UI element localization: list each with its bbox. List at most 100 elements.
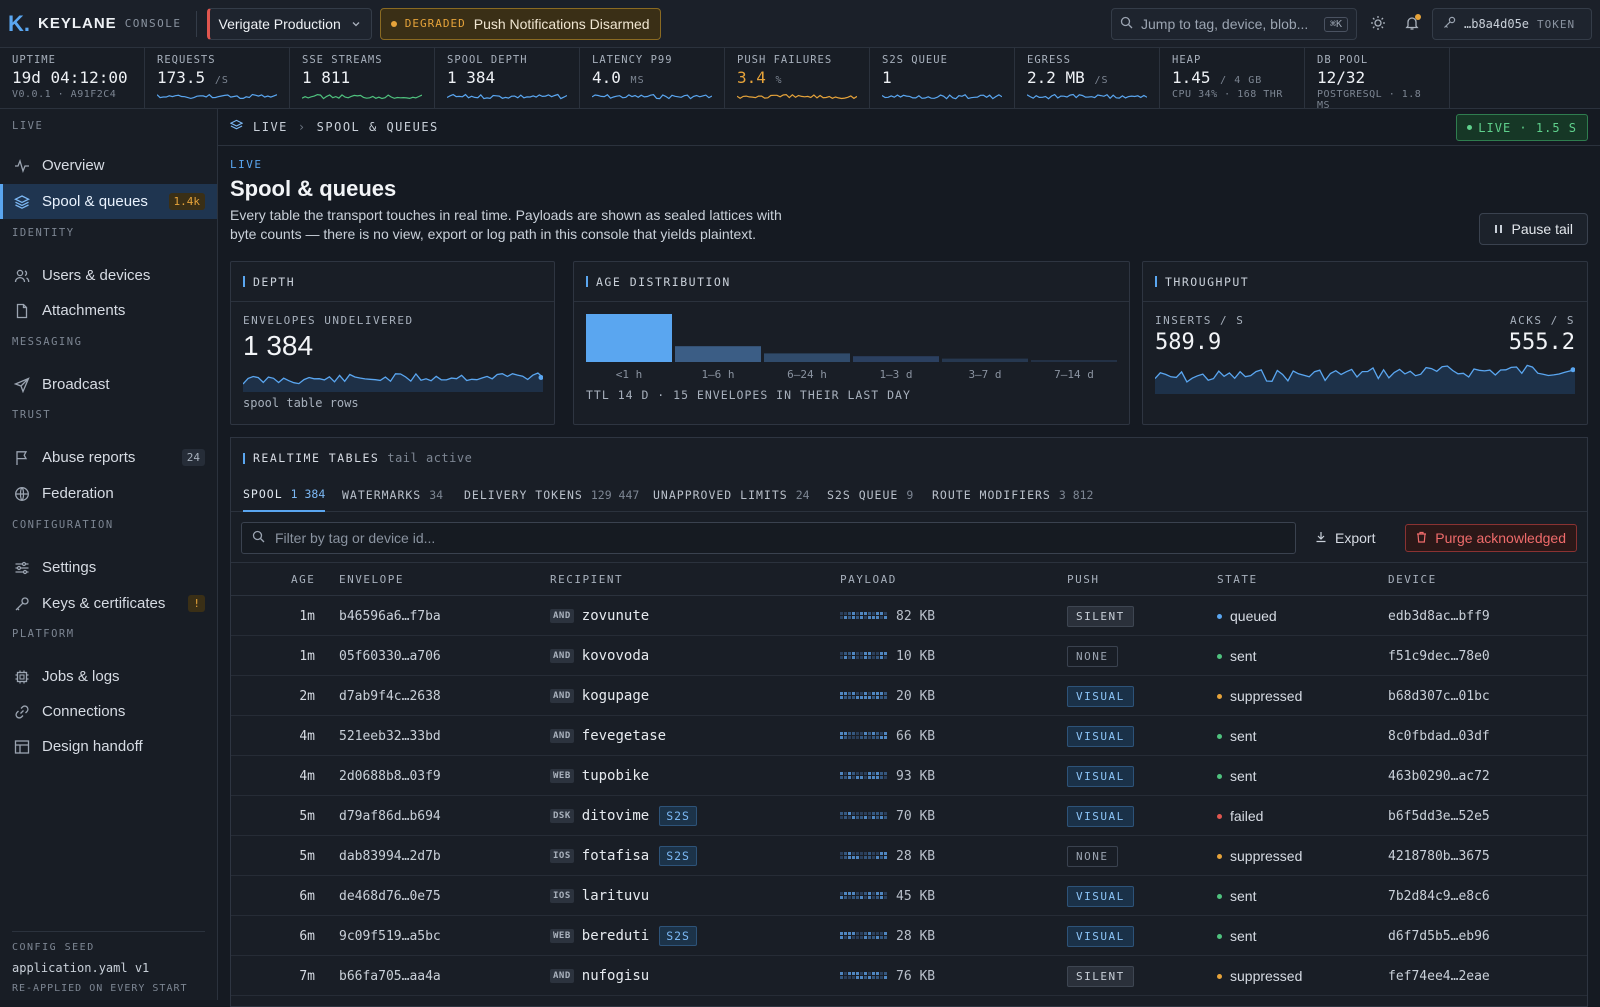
cell-envelope[interactable]: b46596a6…f7ba: [339, 608, 441, 624]
tab-route-modifiers[interactable]: ROUTE MODIFIERS 3 812: [932, 478, 1093, 512]
metric-8[interactable]: HEAP 1.45 / 4 GB CPU 34% · 168 THR: [1160, 48, 1305, 108]
sidebar-item-design-handoff[interactable]: Design handoff: [0, 729, 217, 764]
column-header-age[interactable]: AGE: [291, 573, 316, 586]
column-header-envelope[interactable]: ENVELOPE: [339, 573, 404, 586]
cell-device[interactable]: f51c9dec…78e0: [1388, 648, 1490, 664]
filter-input[interactable]: [275, 530, 1175, 546]
tab-delivery-tokens[interactable]: DELIVERY TOKENS 129 447: [464, 478, 639, 512]
app-logo[interactable]: K. KEYLANE CONSOLE: [0, 11, 182, 37]
cell-envelope[interactable]: d79af86d…b694: [339, 808, 441, 824]
table-filter[interactable]: [241, 522, 1296, 554]
tab-unapproved-limits[interactable]: UNAPPROVED LIMITS 24: [653, 478, 810, 512]
metric-3[interactable]: SPOOL DEPTH 1 384: [435, 48, 580, 108]
sidebar-item-abuse-reports[interactable]: Abuse reports 24: [0, 440, 217, 475]
cell-recipient[interactable]: AND kovovoda: [550, 636, 649, 676]
table-row[interactable]: 4m 2d0688b8…03f9 WEB tupobike 93 KB VISUAL sen…: [231, 756, 1587, 796]
sidebar-item-overview[interactable]: Overview: [0, 148, 217, 183]
push-badge: VISUAL: [1067, 805, 1134, 827]
sidebar-item-attachments[interactable]: Attachments: [0, 293, 217, 328]
sidebar-item-users-devices[interactable]: Users & devices: [0, 258, 217, 293]
age-bar-4[interactable]: [942, 358, 1028, 362]
cell-envelope[interactable]: dab83994…2d7b: [339, 848, 441, 864]
column-header-device[interactable]: DEVICE: [1388, 573, 1437, 586]
metric-0[interactable]: UPTIME 19d 04:12:00 V0.0.1 · A91F2C4: [0, 48, 145, 108]
cell-device[interactable]: b68d307c…01bc: [1388, 688, 1490, 704]
sidebar: CONFIG SEED application.yaml v1 RE-APPLI…: [0, 109, 218, 1000]
cell-device[interactable]: d6f7d5b5…eb96: [1388, 928, 1490, 944]
cell-device[interactable]: 463b0290…ac72: [1388, 768, 1490, 784]
cell-envelope[interactable]: 521eeb32…33bd: [339, 728, 441, 744]
cell-recipient[interactable]: AND kogupage: [550, 676, 649, 716]
sidebar-item-label: Jobs & logs: [42, 668, 120, 685]
tab-spool[interactable]: SPOOL 1 384: [243, 478, 326, 512]
cell-device[interactable]: 7b2d84c9…e8c6: [1388, 888, 1490, 904]
cell-recipient[interactable]: WEB tupobike: [550, 756, 649, 796]
environment-select[interactable]: Verigate Production: [206, 7, 372, 40]
cell-envelope[interactable]: d7ab9f4c…2638: [339, 688, 441, 704]
status-banner[interactable]: DEGRADED Push Notifications Disarmed: [379, 7, 661, 40]
cell-recipient[interactable]: IOS larituvu: [550, 876, 649, 916]
cell-recipient[interactable]: AND nufogisu: [550, 956, 649, 996]
metric-2[interactable]: SSE STREAMS 1 811: [290, 48, 435, 108]
theme-toggle-button[interactable]: [1366, 12, 1390, 36]
sidebar-item-federation[interactable]: Federation: [0, 476, 217, 511]
age-bar-0[interactable]: [586, 314, 672, 362]
breadcrumb-item-live[interactable]: LIVE: [253, 120, 288, 134]
cell-envelope[interactable]: de468d76…0e75: [339, 888, 441, 904]
table-row[interactable]: 5m dab83994…2d7b IOS fotafisa S2S 28 KB NONE su…: [231, 836, 1587, 876]
metric-5[interactable]: PUSH FAILURES 3.4 %: [725, 48, 870, 108]
cell-envelope[interactable]: 05f60330…a706: [339, 648, 441, 664]
cell-device[interactable]: b6f5dd3e…52e5: [1388, 808, 1490, 824]
tables-subtitle: tail active: [387, 451, 473, 465]
token-chip[interactable]: …b8a4d05e TOKEN: [1432, 8, 1592, 40]
export-button[interactable]: Export: [1311, 522, 1379, 554]
cell-envelope[interactable]: 2d0688b8…03f9: [339, 768, 441, 784]
column-header-push[interactable]: PUSH: [1067, 573, 1100, 586]
column-header-recipient[interactable]: RECIPIENT: [550, 573, 624, 586]
global-search[interactable]: Jump to tag, device, blob... ⌘K: [1111, 8, 1357, 40]
pause-tail-button[interactable]: Pause tail: [1478, 213, 1588, 245]
cell-recipient[interactable]: IOS fotafisa S2S: [550, 836, 697, 876]
table-row[interactable]: 4m 521eeb32…33bd AND fevegetase 66 KB VISUAL s…: [231, 716, 1587, 756]
sidebar-item-keys-certificates[interactable]: Keys & certificates!: [0, 586, 217, 621]
table-row[interactable]: 1m 05f60330…a706 AND kovovoda 10 KB NONE sent f…: [231, 636, 1587, 676]
table-row[interactable]: 6m 9c09f519…a5bc WEB bereduti S2S 28 KB VISUAL…: [231, 916, 1587, 956]
cell-recipient[interactable]: AND fevegetase: [550, 716, 666, 756]
sidebar-item-jobs-logs[interactable]: Jobs & logs: [0, 659, 217, 694]
sidebar-item-broadcast[interactable]: Broadcast: [0, 367, 217, 402]
cell-envelope[interactable]: 9c09f519…a5bc: [339, 928, 441, 944]
column-header-state[interactable]: STATE: [1217, 573, 1258, 586]
cell-device[interactable]: 4218780b…3675: [1388, 848, 1490, 864]
cell-device[interactable]: edb3d8ac…bff9: [1388, 608, 1490, 624]
tables-title: REALTIME TABLES: [253, 451, 380, 465]
metric-4[interactable]: LATENCY P99 4.0 MS: [580, 48, 725, 108]
cell-device[interactable]: fef74ee4…2eae: [1388, 968, 1490, 984]
age-bar-1[interactable]: [675, 346, 761, 362]
table-row[interactable]: 6m de468d76…0e75 IOS larituvu 45 KB VISUAL sen…: [231, 876, 1587, 916]
cell-envelope[interactable]: b66fa705…aa4a: [339, 968, 441, 984]
metric-9[interactable]: DB POOL 12/32 POSTGRESQL · 1.8 MS: [1305, 48, 1450, 111]
cell-recipient[interactable]: DSK ditovime S2S: [550, 796, 697, 836]
purge-acknowledged-button[interactable]: Purge acknowledged: [1405, 524, 1577, 552]
metric-6[interactable]: S2S QUEUE 1: [870, 48, 1015, 108]
metric-1[interactable]: REQUESTS 173.5 /S: [145, 48, 290, 108]
table-row[interactable]: 7m b66fa705…aa4a AND nufogisu 76 KB SILENT sup…: [231, 956, 1587, 996]
sidebar-item-connections[interactable]: Connections: [0, 694, 217, 729]
tab-watermarks[interactable]: WATERMARKS 34: [342, 478, 443, 512]
age-bar-3[interactable]: [853, 356, 939, 362]
sidebar-item-settings[interactable]: Settings: [0, 550, 217, 585]
age-bar-2[interactable]: [764, 353, 850, 362]
metric-7[interactable]: EGRESS 2.2 MB /S: [1015, 48, 1160, 108]
column-header-payload[interactable]: PAYLOAD: [840, 573, 897, 586]
sidebar-item-spool-queues[interactable]: Spool & queues 1.4k: [0, 184, 217, 219]
table-row[interactable]: 5m d79af86d…b694 DSK ditovime S2S 70 KB VISUAL…: [231, 796, 1587, 836]
notifications-button[interactable]: [1400, 12, 1424, 36]
cell-device[interactable]: 8c0fbdad…03df: [1388, 728, 1490, 744]
tab-s2s-queue[interactable]: S2S QUEUE 9: [827, 478, 913, 512]
age-bar-5[interactable]: [1031, 360, 1117, 362]
push-badge: VISUAL: [1067, 725, 1134, 747]
table-row[interactable]: 2m d7ab9f4c…2638 AND kogupage 20 KB VISUAL sup…: [231, 676, 1587, 716]
table-row[interactable]: 1m b46596a6…f7ba AND zovunute 82 KB SILENT que…: [231, 596, 1587, 636]
cell-recipient[interactable]: AND zovunute: [550, 596, 649, 636]
cell-recipient[interactable]: WEB bereduti S2S: [550, 916, 697, 956]
